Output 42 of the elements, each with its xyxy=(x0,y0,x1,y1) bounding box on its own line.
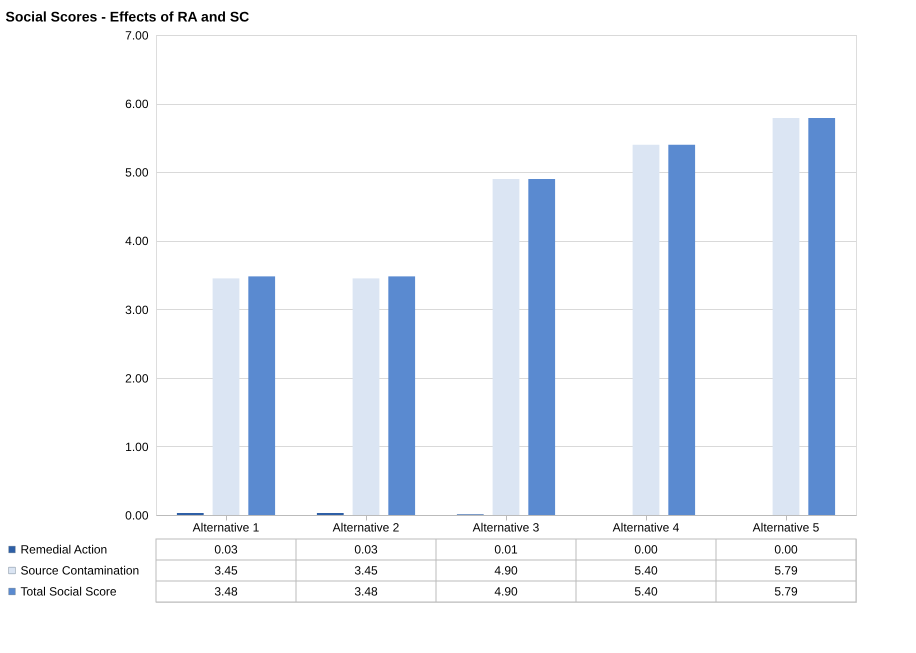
data-label: 0.03 xyxy=(214,542,238,556)
bar xyxy=(212,278,240,515)
x-tick-label: Alternative 5 xyxy=(752,520,820,534)
bar xyxy=(352,278,380,515)
y-tick-label: 3.00 xyxy=(125,302,149,317)
data-label: 0.01 xyxy=(494,542,518,556)
bar xyxy=(388,276,416,515)
y-tick-label: 1.00 xyxy=(125,440,149,454)
data-label: 3.48 xyxy=(354,584,378,598)
data-label: 0.03 xyxy=(354,542,378,556)
data-label: 3.48 xyxy=(214,584,238,598)
data-label: 5.40 xyxy=(634,564,658,578)
data-label: 0.00 xyxy=(634,542,658,556)
legend-label: Total Social Score xyxy=(20,584,117,598)
y-tick-label: 6.00 xyxy=(125,97,149,112)
x-tick-label: Alternative 4 xyxy=(612,520,680,534)
y-tick-label: 4.00 xyxy=(125,234,149,248)
data-label: 4.90 xyxy=(494,564,518,578)
bar xyxy=(808,118,836,515)
data-label: 5.79 xyxy=(774,584,798,598)
data-label: 4.90 xyxy=(494,584,518,598)
chart-title: Social Scores - Effects of RA and SC xyxy=(6,8,250,24)
data-label: 3.45 xyxy=(354,564,378,578)
data-label: 5.79 xyxy=(774,564,798,578)
bar xyxy=(528,179,556,515)
data-label: 3.45 xyxy=(214,564,238,578)
x-tick-label: Alternative 3 xyxy=(472,520,540,534)
x-tick-label: Alternative 1 xyxy=(192,520,260,534)
bar xyxy=(772,118,800,515)
data-label: 5.40 xyxy=(634,584,658,598)
legend-label: Source Contamination xyxy=(20,564,140,578)
x-tick-label: Alternative 2 xyxy=(332,520,400,534)
y-tick-label: 2.00 xyxy=(125,371,149,386)
y-tick-label: 7.00 xyxy=(125,28,149,42)
data-label: 0.00 xyxy=(774,542,798,556)
legend-label: Remedial Action xyxy=(20,542,108,556)
y-tick-label: 0.00 xyxy=(125,508,149,522)
bar xyxy=(668,144,696,515)
y-tick-label: 5.00 xyxy=(125,166,149,180)
bar xyxy=(248,276,276,515)
bar xyxy=(632,144,660,515)
bar xyxy=(492,179,520,515)
